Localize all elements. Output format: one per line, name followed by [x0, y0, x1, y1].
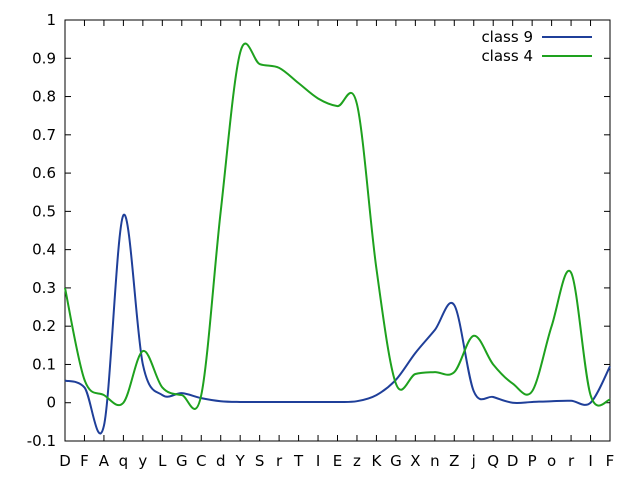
y-tick-label: -0.1: [27, 432, 56, 450]
y-tick-label: 0: [46, 394, 56, 412]
series-line-2: [64, 42, 611, 410]
y-tick-label: 0.6: [32, 164, 56, 182]
y-tick-label: 0.5: [32, 202, 56, 220]
y-tick-labels: -0.1 0 0.1 0.2 0.3 0.4 0.5 0.6 0.7 0.8 0.9 1: [27, 11, 56, 450]
x-tick-label: L: [158, 452, 167, 470]
x-tick-label: G: [390, 452, 402, 470]
series-line-1: [64, 214, 611, 435]
x-tick-label: K: [372, 452, 383, 470]
legend-label: class 9: [481, 28, 533, 46]
y-tick-label: 0.9: [32, 49, 56, 67]
x-tick-label: F: [80, 452, 89, 470]
y-tick-label: 0.3: [32, 279, 56, 297]
x-tick-label: D: [59, 452, 71, 470]
x-tick-label: Z: [449, 452, 459, 470]
x-tick-label: C: [196, 452, 206, 470]
y-tick-label: 0.8: [32, 88, 56, 106]
x-tick-label: T: [293, 452, 304, 470]
x-tick-label: d: [216, 452, 226, 470]
x-tick-label: z: [353, 452, 361, 470]
x-tick-label: F: [606, 452, 615, 470]
x-tick-label: G: [176, 452, 188, 470]
x-tick-label: I: [588, 452, 592, 470]
y-tick-label: 0.7: [32, 126, 56, 144]
x-tick-label: X: [410, 452, 420, 470]
x-tick-label: q: [119, 452, 129, 470]
x-tick-label: E: [333, 452, 342, 470]
x-tick-label: r: [276, 452, 283, 470]
x-tick-label: I: [316, 452, 320, 470]
x-tick-label: D: [507, 452, 519, 470]
x-tick-label: A: [99, 452, 110, 470]
x-tick-label: o: [547, 452, 556, 470]
y-tick-label: 0.4: [32, 241, 56, 259]
x-tick-label: P: [528, 452, 537, 470]
x-tick-label: S: [255, 452, 265, 470]
x-tick-label: r: [568, 452, 575, 470]
legend-label: class 4: [481, 47, 533, 65]
x-tick-label: y: [138, 452, 147, 470]
y-tick-label: 0.2: [32, 317, 56, 335]
y-tick-label: 0.1: [32, 355, 56, 373]
y-tick-label: 1: [46, 11, 56, 29]
series-lines: [64, 42, 611, 435]
x-tick-label: Q: [487, 452, 499, 470]
x-tick-label: j: [471, 452, 476, 470]
x-tick-label: n: [430, 452, 440, 470]
x-tick-label: Y: [235, 452, 246, 470]
